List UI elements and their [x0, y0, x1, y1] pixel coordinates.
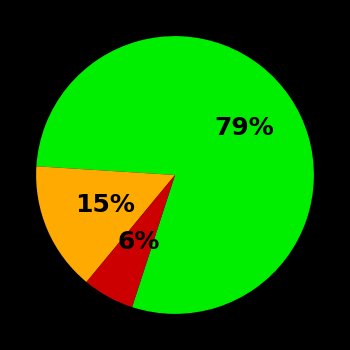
Text: 15%: 15% — [75, 193, 135, 217]
Wedge shape — [36, 166, 175, 282]
Text: 6%: 6% — [117, 230, 159, 254]
Wedge shape — [36, 36, 314, 314]
Text: 79%: 79% — [214, 116, 274, 140]
Wedge shape — [86, 175, 175, 307]
